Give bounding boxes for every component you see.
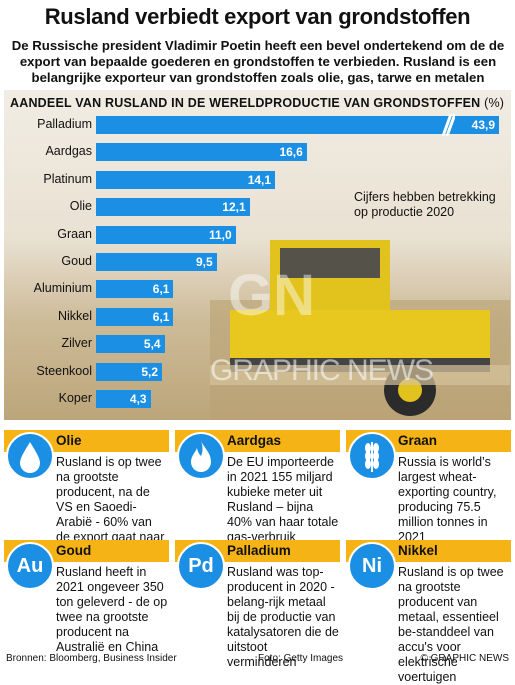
element-symbol-icon: Au	[6, 542, 54, 590]
category-label-olie: Olie	[69, 199, 92, 214]
bar-nikkel	[96, 307, 174, 326]
panel-text: Russia is world’s largest wheat-exportin…	[398, 455, 497, 544]
bar-koper	[96, 390, 151, 408]
category-label-aluminium: Aluminium	[33, 281, 92, 296]
oil-drop-icon	[6, 432, 54, 480]
chart-unit: (%)	[484, 96, 505, 110]
panel-title: Aardgas	[227, 433, 282, 448]
category-label-nikkel: Nikkel	[57, 308, 92, 323]
category-label-zilver: Zilver	[61, 336, 92, 351]
panel-graan: Graan Russia is world’s largest wheat-exp…	[346, 430, 511, 544]
panel-text: Rusland is op twee na grootste producent…	[398, 565, 504, 684]
combine-harvester-photo	[210, 240, 510, 420]
bar-steenkool	[96, 362, 163, 381]
axis-break-icon	[441, 114, 455, 136]
watermark-logo: GN	[228, 263, 315, 328]
bar-goud	[96, 253, 217, 271]
bar-graan	[96, 225, 236, 244]
bar-zilver	[96, 335, 165, 354]
panel-olie: Olie Rusland is op twee na grootste produ…	[4, 430, 169, 559]
category-label-graan: Graan	[57, 226, 92, 241]
page-title: Rusland verbiedt export van grondstoffen	[44, 4, 471, 29]
wheat-icon	[348, 432, 396, 480]
gas-flame-icon	[177, 432, 225, 480]
watermark-text: GRAPHIC NEWS	[210, 354, 434, 387]
value-label-olie: 12,1	[222, 200, 246, 215]
value-label-palladium: 43,9	[471, 118, 495, 132]
panel-title: Palladium	[227, 543, 291, 558]
panel-text: Rusland was top-producent in 2020 - bela…	[227, 565, 339, 669]
sources-text: Bronnen: Bloomberg, Business Insider	[6, 653, 177, 664]
value-label-platinum: 14,1	[247, 172, 272, 187]
value-label-aardgas: 16,6	[279, 145, 303, 160]
element-symbol-icon: Ni	[348, 542, 396, 590]
value-label-zilver: 5,4	[143, 337, 161, 352]
panel-title: Olie	[56, 433, 82, 448]
chart-note: Cijfers hebben betrekking op productie 2…	[354, 190, 496, 219]
bar-chart: GN GRAPHIC NEWS AANDEEL VAN RUSLAND IN D…	[4, 90, 511, 420]
category-label-goud: Goud	[61, 254, 92, 268]
value-label-goud: 9,5	[195, 255, 213, 269]
bar-aardgas	[96, 143, 307, 162]
intro-text: De Russische president Vladimir Poetin h…	[11, 38, 505, 85]
bar-platinum	[96, 170, 276, 189]
bar-aluminium	[96, 280, 174, 299]
panel-title: Goud	[56, 543, 92, 558]
value-label-steenkool: 5,2	[141, 364, 159, 379]
value-label-aluminium: 6,1	[152, 282, 170, 297]
category-label-steenkool: Steenkool	[36, 363, 92, 378]
panel-nikkel: Nikkel Ni Rusland is op twee na grootste p…	[346, 540, 511, 684]
chart-title-text: AANDEEL VAN RUSLAND IN DE WERELDPRODUCTI…	[10, 96, 481, 110]
bar-olie	[96, 198, 250, 217]
category-label-koper: Koper	[58, 391, 92, 405]
value-label-graan: 11,0	[208, 227, 232, 242]
panel-palladium: Palladium Pd Rusland was top-producent in …	[175, 540, 340, 669]
panel-text: De EU importeerde in 2021 155 miljard ku…	[227, 455, 339, 544]
bar-palladium	[96, 116, 499, 134]
element-symbol-icon: Pd	[177, 542, 225, 590]
panel-aardgas: Aardgas De EU importeerde in 2021 155 mil…	[175, 430, 340, 544]
panel-title: Nikkel	[398, 543, 438, 558]
chart-title: AANDEEL VAN RUSLAND IN DE WERELDPRODUCTI…	[10, 96, 504, 110]
copyright: © GRAPHIC NEWS	[420, 653, 510, 664]
panel-text: Rusland heeft in 2021 ongeveer 350 ton g…	[56, 565, 168, 654]
category-label-palladium: Palladium	[37, 117, 92, 131]
value-label-koper: 4,3	[129, 392, 147, 406]
panel-goud: Goud Au Rusland heeft in 2021 ongeveer 350…	[4, 540, 169, 654]
value-label-nikkel: 6,1	[152, 309, 170, 324]
category-label-platinum: Platinum	[43, 171, 92, 186]
panel-title: Graan	[398, 433, 438, 448]
photo-credit: Foto: Getty Images	[258, 653, 344, 664]
category-label-aardgas: Aardgas	[45, 144, 92, 159]
